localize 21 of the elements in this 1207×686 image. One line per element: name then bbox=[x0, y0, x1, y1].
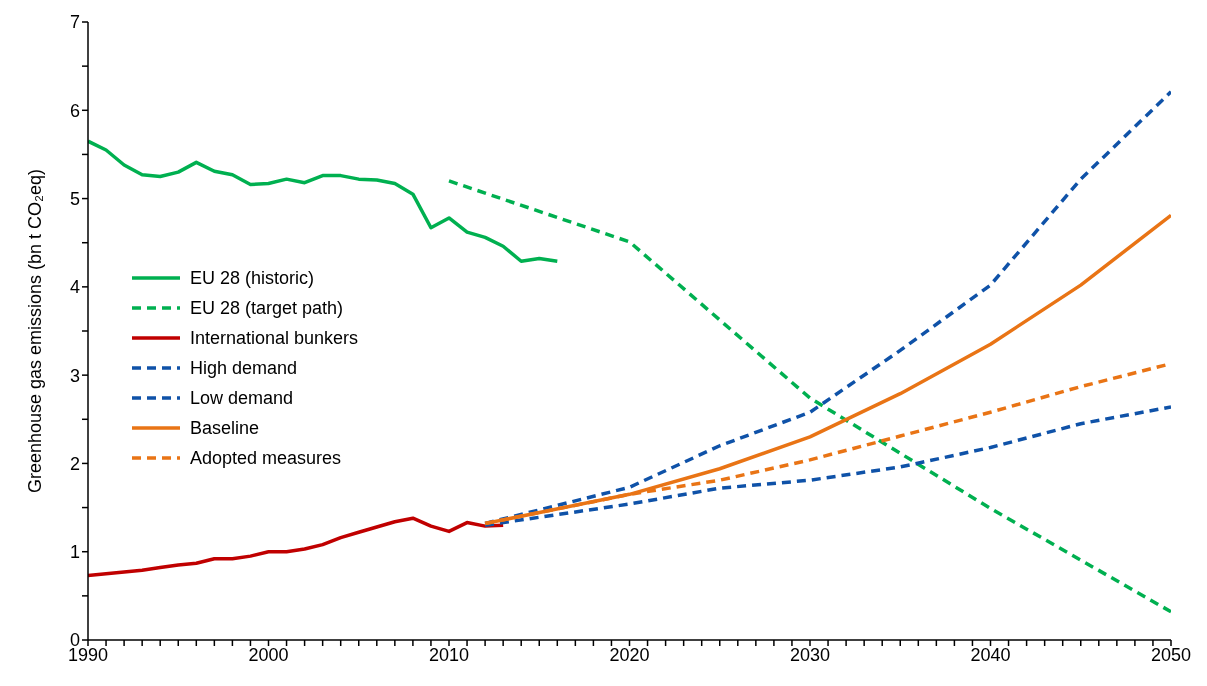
y-tick-label: 1 bbox=[69, 542, 80, 563]
legend-label: International bunkers bbox=[190, 327, 359, 349]
y-tick-label: 7 bbox=[69, 12, 80, 33]
x-tick-label: 2000 bbox=[248, 644, 289, 665]
y-tick-label: 3 bbox=[69, 365, 80, 386]
legend-label: Low demand bbox=[190, 387, 294, 409]
legend-label: EU 28 (target path) bbox=[190, 297, 344, 319]
y-axis-title: Greenhouse gas emissions (bn t CO₂eq) bbox=[25, 168, 46, 494]
legend-label: EU 28 (historic) bbox=[190, 267, 315, 289]
x-tick-label: 2030 bbox=[789, 644, 831, 665]
x-tick-label: 2050 bbox=[1150, 644, 1192, 665]
legend-label: High demand bbox=[190, 357, 298, 379]
y-tick-label: 2 bbox=[69, 453, 80, 474]
x-tick-label: 2040 bbox=[970, 644, 1011, 665]
legend-label: Adopted measures bbox=[190, 447, 342, 469]
y-tick-label: 6 bbox=[69, 100, 80, 121]
y-tick-label: 5 bbox=[69, 188, 80, 209]
x-tick-label: 2010 bbox=[428, 644, 470, 665]
x-tick-label: 2020 bbox=[609, 644, 650, 665]
legend-label: Baseline bbox=[190, 417, 260, 439]
y-tick-label: 4 bbox=[69, 277, 80, 298]
